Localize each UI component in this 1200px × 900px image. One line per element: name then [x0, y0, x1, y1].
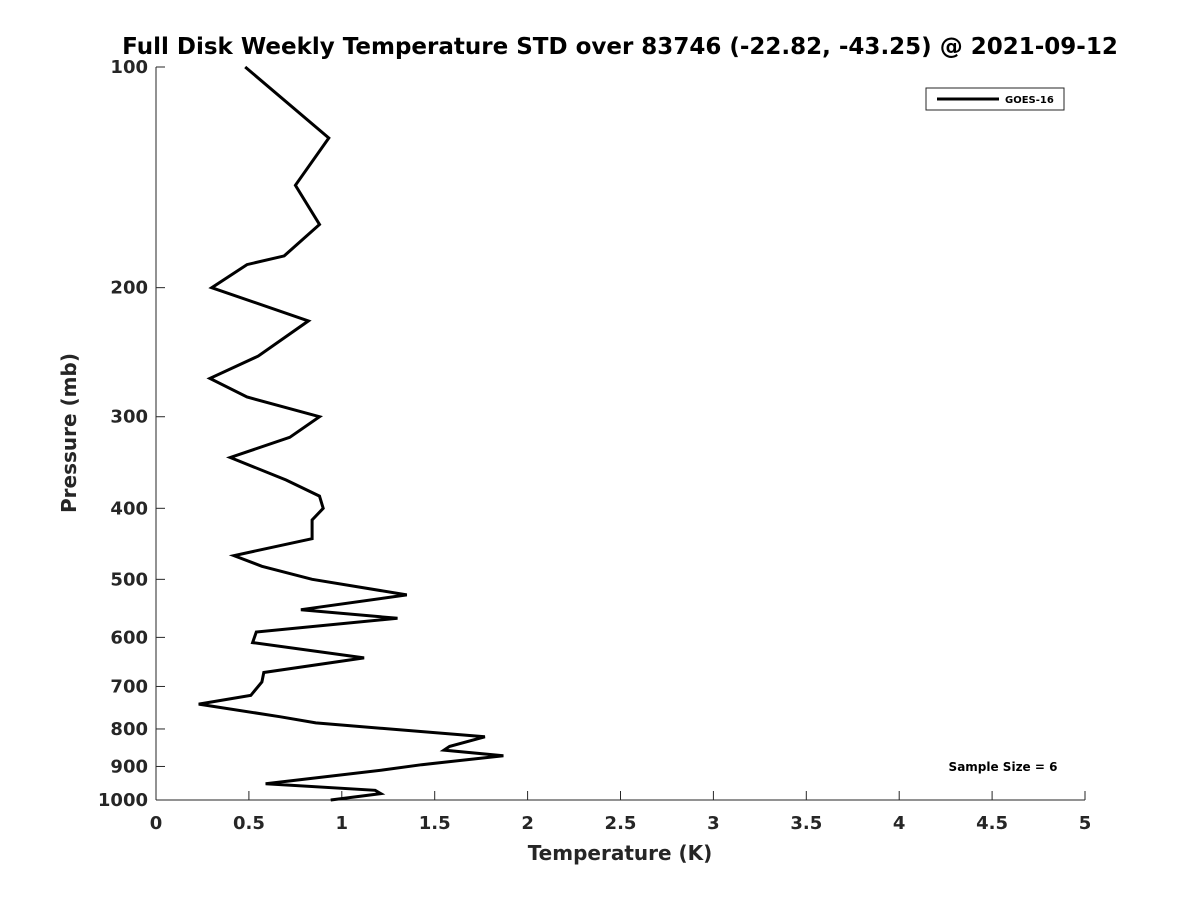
y-tick-label: 700	[110, 676, 148, 697]
y-axis-label: Pressure (mb)	[57, 353, 81, 513]
x-tick-label: 3.5	[790, 813, 822, 834]
x-tick-label: 4.5	[976, 813, 1008, 834]
x-tick-label: 5	[1079, 813, 1092, 834]
x-tick-label: 1	[336, 813, 349, 834]
y-axis-ticks: 100 200 300 400 500 600 700 800 900 1000	[98, 57, 165, 811]
y-tick-label: 500	[110, 569, 148, 590]
y-tick-label: 900	[110, 756, 148, 777]
y-tick-label: 1000	[98, 790, 148, 811]
y-tick-label: 800	[110, 719, 148, 740]
y-tick-label: 100	[110, 57, 148, 78]
series-line-goes-16	[198, 65, 504, 802]
x-axis-label: Temperature (K)	[528, 841, 713, 865]
y-tick-label: 400	[110, 498, 148, 519]
legend: GOES-16	[925, 87, 1065, 111]
x-tick-label: 4	[893, 813, 906, 834]
x-tick-label: 2	[521, 813, 534, 834]
chart-title: Full Disk Weekly Temperature STD over 83…	[122, 34, 1118, 60]
x-axis-ticks: 0 0.5 1 1.5 2 2.5 3 3.5 4 4.5 5	[150, 791, 1092, 834]
sample-size-annotation: Sample Size = 6	[949, 760, 1058, 774]
y-tick-label: 600	[110, 627, 148, 648]
x-tick-label: 1.5	[419, 813, 451, 834]
x-tick-label: 3	[707, 813, 720, 834]
x-tick-label: 2.5	[605, 813, 637, 834]
legend-label-goes-16: GOES-16	[1005, 95, 1054, 106]
series-layer	[198, 65, 504, 802]
x-tick-label: 0.5	[233, 813, 265, 834]
x-tick-label: 0	[150, 813, 163, 834]
y-tick-label: 300	[110, 407, 148, 428]
y-tick-label: 200	[110, 278, 148, 299]
